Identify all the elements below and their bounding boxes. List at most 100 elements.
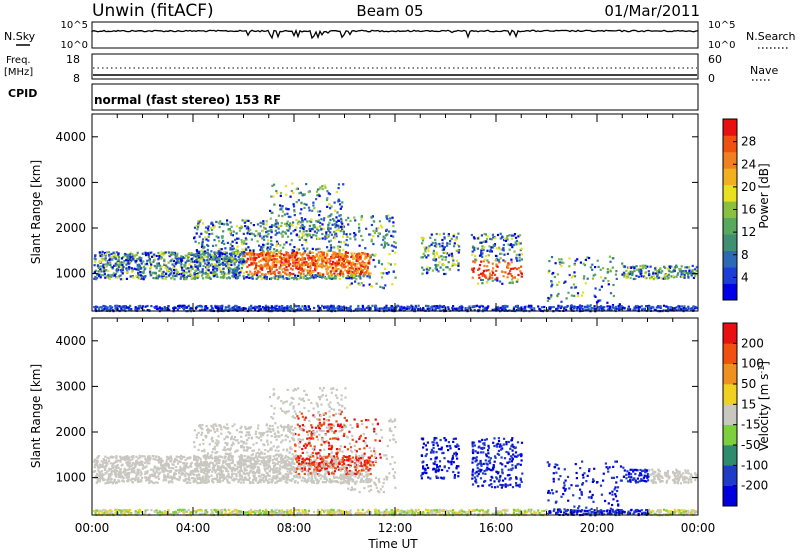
echo-point	[306, 234, 308, 236]
echo-point	[267, 257, 269, 259]
echo-point	[185, 278, 187, 280]
echo-point	[257, 240, 259, 242]
echo-point	[271, 268, 273, 270]
echo-point	[503, 275, 505, 277]
echo-point	[336, 191, 338, 193]
echo-point	[239, 227, 241, 229]
echo-point	[207, 277, 209, 279]
echo-point	[489, 274, 491, 276]
echo-point	[487, 235, 489, 237]
echo-point	[202, 270, 204, 272]
echo-point	[258, 232, 260, 234]
echo-point	[264, 307, 266, 309]
echo-point	[328, 234, 330, 236]
echo-point	[303, 273, 305, 275]
colorbar-tick-label: 8	[741, 248, 749, 262]
echo-point	[329, 231, 331, 233]
echo-point	[322, 276, 324, 278]
echo-point	[326, 199, 328, 201]
echo-point	[320, 251, 322, 253]
echo-point	[474, 255, 476, 257]
echo-point	[200, 233, 202, 235]
echo-point	[214, 472, 216, 474]
echo-point	[143, 252, 145, 254]
echo-point	[218, 257, 220, 259]
echo-point	[319, 222, 321, 224]
echo-point	[618, 307, 620, 309]
echo-point	[139, 265, 141, 267]
echo-point	[188, 255, 190, 257]
echo-point	[218, 267, 220, 269]
echo-point	[334, 252, 336, 254]
echo-point	[391, 217, 393, 219]
echo-point	[377, 227, 379, 229]
echo-point	[154, 272, 156, 274]
echo-point	[500, 257, 502, 259]
echo-point	[392, 225, 394, 227]
echo-point	[245, 261, 247, 263]
echo-point	[118, 258, 120, 260]
echo-point	[342, 183, 344, 185]
echo-point	[261, 237, 263, 239]
echo-point	[317, 237, 319, 239]
echo-point	[230, 264, 232, 266]
echo-point	[241, 251, 243, 253]
echo-point	[260, 308, 262, 310]
power-scatter-data	[93, 182, 698, 312]
echo-point	[279, 256, 281, 258]
echo-point	[346, 239, 348, 241]
echo-point	[506, 306, 508, 308]
echo-point	[570, 287, 572, 289]
echo-point	[292, 262, 294, 264]
echo-point	[304, 305, 306, 307]
echo-point	[511, 278, 513, 280]
echo-point	[501, 270, 503, 272]
echo-point	[236, 266, 238, 268]
echo-point	[374, 253, 376, 255]
echo-point	[600, 269, 602, 271]
echo-point	[105, 253, 107, 255]
echo-point	[144, 462, 146, 464]
echo-point	[129, 256, 131, 258]
echo-point	[323, 219, 325, 221]
echo-point	[230, 477, 232, 479]
echo-point	[315, 276, 317, 278]
echo-point	[312, 271, 314, 273]
echo-point	[610, 270, 612, 272]
echo-point	[628, 307, 630, 309]
echo-point	[427, 248, 429, 250]
echo-point	[612, 257, 614, 259]
echo-point	[481, 256, 483, 258]
echo-point	[552, 272, 554, 274]
echo-point	[151, 256, 153, 258]
echo-point	[209, 277, 211, 279]
echo-point	[515, 237, 517, 239]
echo-point	[285, 277, 287, 279]
echo-point	[478, 277, 480, 279]
echo-point	[102, 259, 104, 261]
echo-point	[477, 237, 479, 239]
echo-point	[681, 276, 683, 278]
echo-point	[334, 275, 336, 277]
echo-point	[271, 231, 273, 233]
echo-point	[326, 479, 328, 481]
echo-point	[319, 275, 321, 277]
echo-point	[229, 231, 231, 233]
echo-point	[588, 257, 590, 259]
echo-point	[338, 187, 340, 189]
echo-point	[430, 306, 432, 308]
echo-point	[246, 227, 248, 229]
echo-point	[645, 305, 647, 307]
echo-point	[110, 274, 112, 276]
echo-point	[231, 260, 233, 262]
echo-point	[164, 306, 166, 308]
echo-point	[208, 262, 210, 264]
echo-point	[101, 470, 103, 472]
echo-point	[309, 228, 311, 230]
echo-point	[260, 255, 262, 257]
echo-point	[296, 263, 298, 265]
echo-point	[276, 269, 278, 271]
colorbar-swatch	[723, 251, 737, 268]
echo-point	[222, 253, 224, 255]
echo-point	[347, 265, 349, 267]
